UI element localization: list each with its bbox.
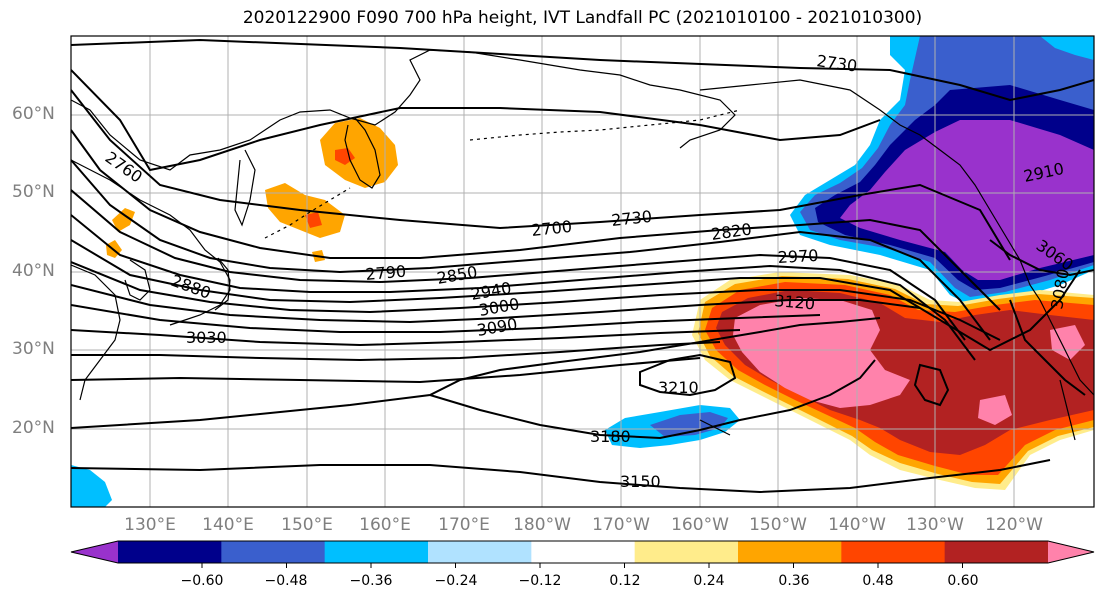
- coast-alaska: [699, 79, 1094, 396]
- contour-2730-north: [71, 38, 1094, 102]
- colorbar-segment: [324, 541, 429, 563]
- ivt-shading: [71, 36, 1094, 507]
- contour-3180: [429, 359, 876, 440]
- contour-label: 2730: [610, 207, 652, 230]
- coast-kamchatka: [344, 117, 381, 189]
- colorbar: [70, 540, 1095, 568]
- colorbar-outline: [70, 540, 1095, 564]
- positive-ivt-region-pink: [733, 298, 910, 408]
- contour-label: 2790: [365, 262, 407, 284]
- contour-label: 3150: [620, 472, 661, 491]
- coast-baja: [1059, 379, 1076, 441]
- lon-label: 180°W: [513, 515, 571, 535]
- colorbar-tick-label: −0.60: [180, 573, 224, 589]
- colorbar-extend-max: [1048, 541, 1094, 563]
- contour-2790: [71, 129, 1001, 311]
- lon-label: 160°W: [671, 515, 729, 535]
- lat-label: 60°N: [12, 104, 55, 124]
- coast-hawaii: [699, 419, 731, 436]
- coast-japan: [169, 257, 231, 326]
- lon-label: 150°W: [749, 515, 807, 535]
- map-title: 2020122900 F090 700 hPa height, IVT Land…: [242, 8, 923, 28]
- contour-3080: [1009, 299, 1086, 396]
- colorbar-extend-min: [71, 541, 118, 563]
- contour-3120: [71, 317, 881, 429]
- colorbar-segment: [944, 541, 1049, 563]
- lon-label: 170°W: [592, 515, 650, 535]
- contour-3000: [71, 304, 821, 333]
- colorbar-segment: [634, 541, 739, 563]
- colorbar-segment: [221, 541, 326, 563]
- lat-label: 30°N: [12, 339, 55, 359]
- negative-ivt-region-purple: [840, 120, 1094, 280]
- coast-sakhalin: [234, 149, 256, 227]
- positive-ivt-patch-kuril-core: [305, 212, 322, 228]
- colorbar-tick-label: −0.48: [264, 573, 308, 589]
- lon-label: 130°W: [906, 515, 964, 535]
- negative-ivt-patch-hawaii-inner: [650, 412, 728, 437]
- contour-3060-ne: [989, 239, 1094, 277]
- contour-2820: [71, 159, 991, 341]
- contour-2730-b: [71, 89, 1011, 261]
- lat-label: 20°N: [12, 418, 55, 438]
- colorbar-segment: [738, 541, 842, 563]
- coastlines: [71, 49, 1094, 441]
- colorbar-segment: [841, 541, 946, 563]
- colorbar-segment: [118, 541, 222, 563]
- contour-label: 3210: [658, 378, 699, 397]
- lat-label: 40°N: [12, 261, 55, 281]
- contour-3150-low: [913, 363, 950, 407]
- height-contours: [71, 38, 1094, 494]
- contour-2910: [71, 239, 1081, 352]
- contour-3090: [71, 357, 701, 384]
- colorbar-tick-label: −0.24: [434, 573, 478, 589]
- contour-label: 3030: [186, 328, 227, 347]
- colorbar-tick-label: −0.36: [349, 573, 393, 589]
- lon-label: 130°E: [124, 515, 176, 535]
- coast-china: [71, 264, 121, 401]
- contour-3030: [71, 329, 741, 347]
- contour-label-group: 2730 2760 2700 2730 2820 2910 3060 2790 …: [102, 51, 1077, 491]
- lon-label: 140°W: [828, 515, 886, 535]
- graticule: [71, 36, 1094, 507]
- map-frame: [70, 35, 1095, 508]
- colorbar-tick-label: −0.12: [518, 573, 562, 589]
- contour-3060: [71, 341, 721, 362]
- negative-ivt-patch-ne: [1040, 36, 1094, 60]
- coast-aleutian-chain: [469, 109, 741, 141]
- colorbar-segment: [428, 541, 532, 563]
- negative-ivt-patch-sw: [71, 465, 112, 507]
- lon-label: 120°W: [985, 515, 1043, 535]
- colorbar-tick-label: 0.12: [609, 573, 641, 589]
- positive-ivt-patch-2: [978, 395, 1012, 425]
- contour-2940: [71, 261, 1001, 341]
- contour-label: 3120: [774, 291, 816, 313]
- lon-label: 160°E: [359, 515, 411, 535]
- coast-asia: [71, 49, 736, 171]
- colorbar-tick-label: 0.60: [947, 573, 979, 589]
- contour-2970: [71, 284, 921, 324]
- lon-label: 140°E: [202, 515, 254, 535]
- positive-ivt-patch-1: [1050, 325, 1085, 360]
- contour-label: 2970: [777, 246, 819, 267]
- colorbar-tick-label: 0.36: [778, 573, 810, 589]
- colorbar-tick-label: 0.48: [862, 573, 894, 589]
- colorbar-tick-label: 0.24: [693, 573, 725, 589]
- contour-3210: [639, 353, 737, 397]
- positive-ivt-patch-japan-1: [112, 208, 135, 232]
- contour-label: 2700: [530, 217, 572, 240]
- lon-label: 150°E: [281, 515, 333, 535]
- contour-3150: [71, 459, 1051, 494]
- coast-korea: [124, 259, 151, 301]
- lat-label: 50°N: [12, 182, 55, 202]
- colorbar-segment: [531, 541, 636, 563]
- contour-2760-north: [71, 69, 881, 172]
- contour-2850: [71, 189, 966, 341]
- lon-label: 170°E: [438, 515, 490, 535]
- contour-label: 3180: [590, 427, 631, 446]
- contour-2880: [71, 214, 976, 361]
